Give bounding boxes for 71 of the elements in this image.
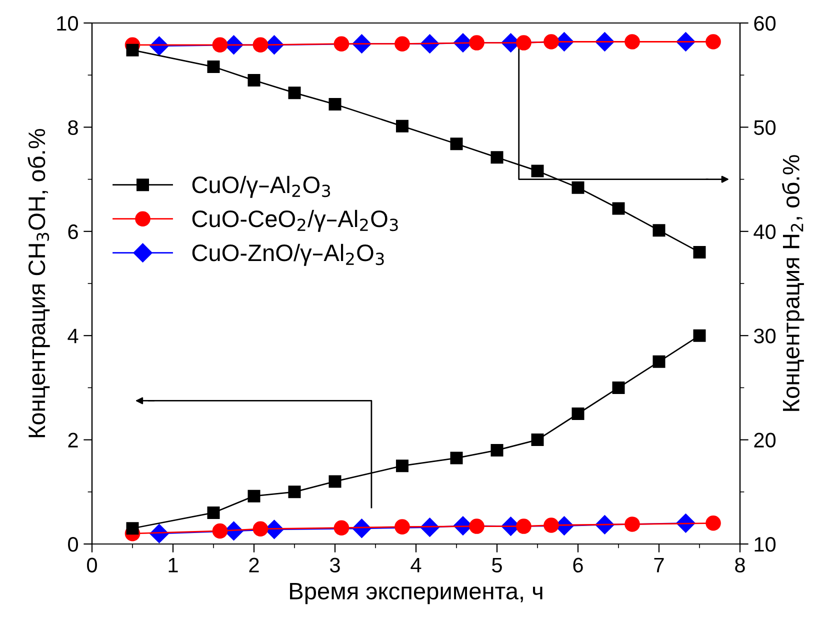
point [252,521,268,537]
point [531,164,544,178]
y-tick-label: 8 [68,120,78,135]
point [207,506,220,519]
legend-label: CuO-ZnO/γ–Al$_{2}$O$_{3}$ [192,244,384,266]
point [693,246,706,258]
y-tick-label: 2 [68,432,78,448]
y-tick-label: 0 [68,537,78,552]
point [248,74,260,87]
legend-label: CuO/γ–Al$_{2}$O$_{3}$ [192,176,330,198]
x-axis-title: Время эксперимента, ч [290,583,542,604]
x-tick-label: 2 [249,558,259,572]
point [396,120,408,132]
point [490,151,504,164]
point [490,444,504,456]
point [394,36,410,52]
point [469,35,484,50]
x-tick-label: 4 [410,558,422,572]
point [612,381,625,394]
point [207,60,220,74]
y2-tick-label: 40 [754,224,776,240]
y-tick-label: 4 [68,328,78,344]
point [572,408,584,420]
y-tick-label: 10 [57,16,78,31]
point [334,36,350,52]
x-tick-label: 1 [168,558,178,572]
point [516,35,532,50]
point [252,37,268,53]
point [394,519,410,534]
y-tick-label: 6 [68,224,78,240]
x-tick-label: 6 [573,558,583,572]
point [450,452,463,464]
point [612,202,625,215]
point [706,516,721,531]
y-axis-title: Концентрация CH$_{3}$OH, об.% [28,128,50,438]
point [531,434,544,446]
point [248,490,260,502]
y2-tick-label: 50 [754,120,776,135]
point [469,518,484,534]
point [706,34,721,50]
point [288,86,301,100]
y2-tick-label: 30 [754,328,776,344]
x-tick-label: 3 [330,558,340,572]
point [624,34,640,50]
point [624,516,640,532]
point [126,44,139,56]
point [652,355,666,368]
y2-tick-label: 20 [754,432,776,448]
point [544,34,559,50]
x-tick-label: 7 [654,558,664,572]
x-tick-label: 0 [87,558,97,572]
y2-tick-label: 10 [754,537,776,552]
point [516,518,532,534]
point [334,520,350,536]
point [212,37,228,53]
y2-tick-label: 60 [754,16,776,31]
x-tick-label: 8 [735,558,745,572]
point [126,522,139,535]
point [544,518,559,533]
point [328,98,342,111]
point [288,486,301,498]
point [328,475,342,488]
point [693,329,706,342]
point [652,224,666,237]
point [450,138,463,150]
point [396,460,408,472]
point [572,181,584,194]
legend-label: CuO-CeO$_{2}$/γ–Al$_{2}$O$_{3}$ [192,210,398,232]
point [212,523,228,539]
x-tick-label: 5 [492,558,502,572]
y2-axis-title: Концентрация H$_{2}$, об.% [782,155,804,411]
